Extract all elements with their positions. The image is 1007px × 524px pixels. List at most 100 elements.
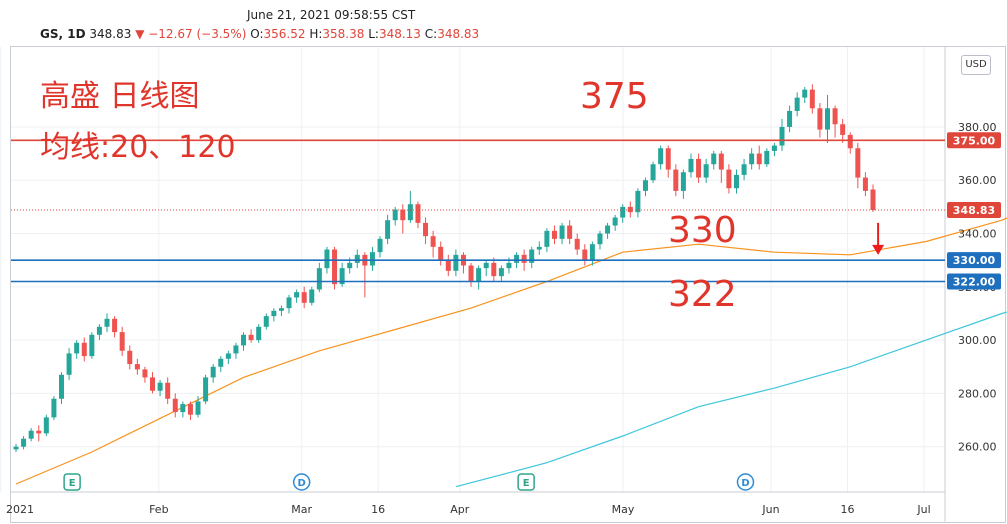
candle-body	[271, 310, 277, 317]
candle-body	[104, 318, 110, 327]
candle-body	[559, 225, 565, 239]
candle-body	[187, 404, 193, 415]
candle-body	[294, 292, 300, 298]
candle	[476, 265, 482, 290]
candle-body	[453, 254, 459, 271]
symbol-label[interactable]: GS, 1D	[40, 27, 86, 41]
candle-body	[400, 209, 406, 221]
ma120-line	[455, 311, 1007, 488]
candle	[718, 150, 724, 183]
candle-body	[278, 308, 284, 311]
candle	[400, 204, 406, 234]
candle	[271, 308, 277, 322]
candle	[574, 233, 580, 255]
marker-badge	[292, 473, 311, 491]
candle	[551, 225, 557, 245]
candle	[847, 132, 853, 154]
candle	[491, 257, 497, 282]
candle	[134, 358, 140, 375]
candle	[680, 169, 686, 199]
candle	[468, 262, 474, 287]
candle	[119, 326, 125, 357]
price-change: ▼ −12.67 (−3.5%)	[135, 27, 247, 41]
candle	[241, 332, 247, 351]
candle-body	[794, 97, 800, 111]
candle-body	[612, 217, 618, 226]
y-tick-label: 300.00	[958, 334, 997, 347]
candle-body	[225, 353, 231, 359]
candle	[726, 164, 732, 194]
x-tick-label: 16	[371, 503, 385, 516]
candle-body	[59, 374, 65, 399]
candle	[582, 244, 588, 266]
candle	[187, 401, 193, 421]
candle	[802, 86, 808, 103]
candle	[66, 348, 72, 381]
candle	[567, 220, 573, 245]
candle-body	[832, 108, 838, 125]
candle	[870, 184, 876, 212]
dividend-marker: D	[736, 473, 755, 491]
candle	[703, 158, 709, 183]
chart-frame[interactable]	[10, 46, 1006, 523]
horizontal-lines	[11, 139, 945, 283]
projection-arrow-head	[872, 244, 885, 255]
candle-body	[468, 265, 474, 282]
currency-button[interactable]: USD	[961, 55, 991, 75]
candle-body	[286, 297, 292, 309]
candle	[665, 145, 671, 178]
price-badge	[947, 201, 1001, 218]
earnings-marker: E	[63, 473, 81, 491]
candle-body	[96, 326, 102, 335]
candle	[157, 380, 163, 397]
candle	[824, 94, 830, 143]
candle	[741, 158, 747, 181]
chart-title-annotation: 高盛 日线图	[40, 79, 200, 114]
timestamp: June 21, 2021 09:58:55 CST	[247, 8, 416, 22]
candle-body	[172, 398, 178, 413]
candle-body	[369, 252, 375, 266]
candle-body	[483, 262, 489, 269]
low-value: 348.13	[378, 27, 421, 41]
candle-body	[718, 153, 724, 170]
marker-label: E	[69, 478, 76, 489]
candle-body	[491, 262, 497, 277]
candle	[445, 254, 451, 277]
candle-body	[13, 446, 19, 450]
candle-body	[809, 89, 815, 109]
candle-body	[127, 350, 133, 365]
dividend-marker: D	[292, 473, 311, 491]
candle-body	[324, 249, 330, 269]
candle	[749, 148, 755, 170]
candle-body	[680, 172, 686, 191]
x-tick-label: May	[612, 503, 635, 516]
candle	[559, 222, 565, 245]
candle	[627, 201, 633, 218]
candle-body	[733, 174, 739, 189]
candle	[59, 372, 65, 405]
x-tick-label: Jun	[761, 503, 779, 516]
candle	[104, 313, 110, 333]
candle	[642, 177, 648, 197]
candle	[817, 102, 823, 138]
candle	[278, 305, 284, 317]
candle-body	[567, 225, 573, 239]
candle-body	[233, 345, 239, 354]
candle-body	[74, 342, 80, 354]
candle	[354, 249, 360, 269]
candle	[658, 145, 664, 170]
candle-body	[445, 260, 451, 271]
candle-body	[263, 316, 269, 327]
candle-body	[802, 89, 808, 98]
candle-body	[21, 438, 27, 447]
candle-body	[817, 108, 823, 130]
candle	[483, 260, 489, 277]
candle	[832, 105, 838, 138]
candle-body	[847, 134, 853, 149]
candle-body	[605, 225, 611, 234]
candle	[589, 241, 595, 266]
candle-body	[665, 148, 671, 170]
candle-body	[642, 180, 648, 191]
